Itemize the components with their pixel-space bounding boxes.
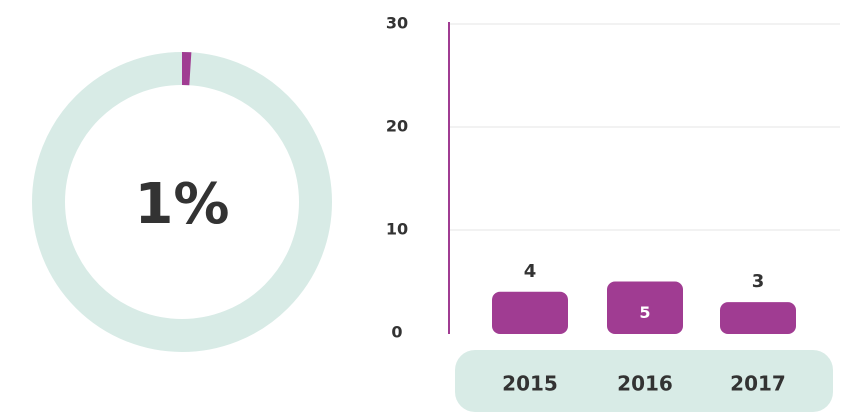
x-tick-label: 2015 bbox=[502, 372, 558, 396]
value-label: 3 bbox=[752, 271, 765, 292]
y-tick-label: 20 bbox=[386, 117, 408, 136]
x-tick-label: 2017 bbox=[730, 372, 786, 396]
value-label: 5 bbox=[639, 303, 650, 322]
y-tick-label: 0 bbox=[391, 323, 402, 342]
y-tick-label: 30 bbox=[386, 14, 408, 33]
donut-arc bbox=[32, 52, 332, 352]
bar bbox=[492, 291, 568, 334]
bar bbox=[607, 281, 683, 334]
donut-label: 1% bbox=[134, 172, 229, 237]
y-tick-label: 10 bbox=[386, 220, 408, 239]
value-label: 4 bbox=[524, 261, 537, 282]
category-band bbox=[455, 350, 833, 412]
x-tick-label: 2016 bbox=[617, 372, 673, 396]
bar bbox=[720, 302, 796, 334]
